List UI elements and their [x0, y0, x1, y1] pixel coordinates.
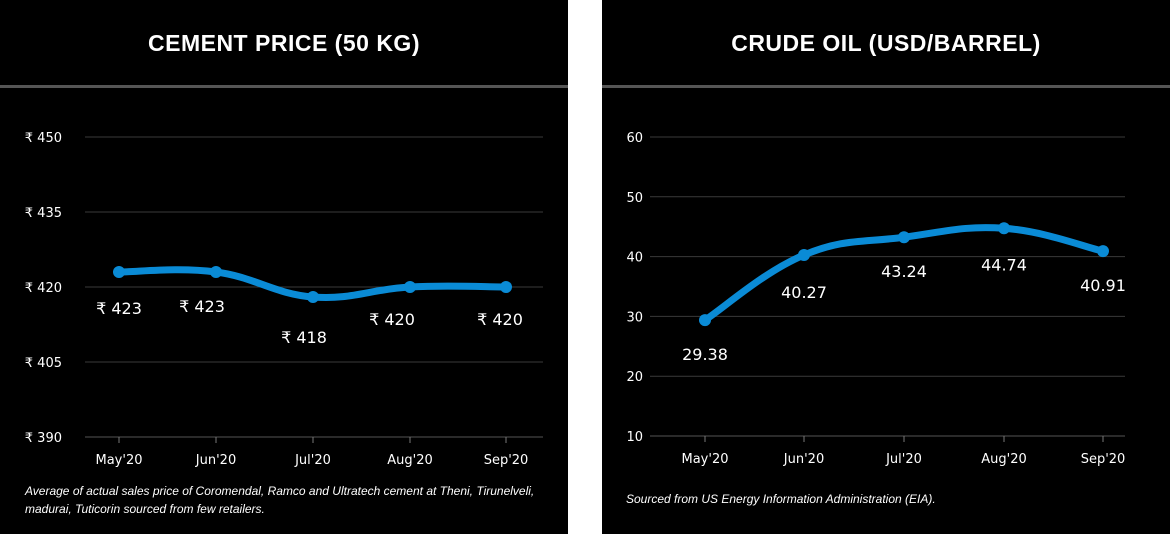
data-label: ₹ 418 — [281, 328, 327, 347]
cement-price-chart: ₹ 390 ₹ 405 ₹ 420 ₹ 435 ₹ 450 May'20 Jun'20 Jul… — [25, 131, 543, 468]
x-tick-label: May'20 — [682, 452, 729, 467]
title-divider — [602, 85, 1170, 88]
x-tick-label: Aug'20 — [387, 453, 433, 468]
data-point — [998, 222, 1010, 235]
y-tick-label: ₹ 450 — [25, 131, 62, 146]
data-label: 40.27 — [781, 283, 827, 302]
x-tick-label: May'20 — [96, 453, 143, 468]
data-label: 40.91 — [1080, 276, 1126, 295]
y-tick-label: ₹ 420 — [25, 281, 62, 296]
crude-oil-chart: 10 20 30 40 50 60 May'20 Jun'20 Jul'20 Aug'20 Sep'… — [626, 131, 1126, 467]
x-tick-label: Jul'20 — [885, 452, 922, 467]
data-label: ₹ 423 — [96, 299, 142, 318]
data-point — [404, 281, 416, 293]
data-label: ₹ 423 — [179, 297, 225, 316]
data-point — [500, 281, 512, 293]
data-point — [210, 266, 222, 278]
data-point — [898, 231, 910, 244]
y-tick-label: 30 — [626, 310, 643, 325]
data-point — [307, 291, 319, 303]
y-tick-label: 10 — [626, 430, 643, 445]
x-tick-label: Sep'20 — [1081, 452, 1126, 467]
data-label: 29.38 — [682, 345, 728, 364]
y-tick-label: 50 — [626, 191, 643, 206]
x-tick-label: Sep'20 — [484, 453, 529, 468]
cement-price-panel: CEMENT PRICE (50 KG) ₹ 390 ₹ 405 ₹ 420 ₹ 43… — [0, 0, 568, 534]
oil-chart-title: CRUDE OIL (USD/BARREL) — [731, 30, 1041, 56]
y-tick-label: ₹ 390 — [25, 431, 62, 446]
crude-oil-panel: CRUDE OIL (USD/BARREL) 10 20 30 40 50 60 May'2… — [602, 0, 1170, 534]
data-label: ₹ 420 — [477, 310, 523, 329]
y-tick-label: 60 — [626, 131, 643, 146]
x-tick-label: Jun'20 — [195, 453, 236, 468]
oil-source-note: Sourced from US Energy Information Admin… — [626, 492, 936, 506]
data-point — [699, 314, 711, 327]
x-tick-label: Jul'20 — [294, 453, 331, 468]
y-tick-label: 40 — [626, 251, 643, 266]
y-tick-label: ₹ 435 — [25, 206, 62, 221]
x-tick-label: Jun'20 — [783, 452, 824, 467]
x-tick-label: Aug'20 — [981, 452, 1027, 467]
title-divider — [0, 85, 568, 88]
data-point — [798, 248, 810, 261]
data-point — [1097, 245, 1109, 258]
data-label: 43.24 — [881, 262, 927, 281]
cement-chart-title: CEMENT PRICE (50 KG) — [148, 30, 420, 56]
cement-source-note: Average of actual sales price of Coromen… — [25, 484, 535, 516]
data-point — [113, 266, 125, 278]
data-label: ₹ 420 — [369, 310, 415, 329]
y-tick-label: 20 — [626, 370, 643, 385]
data-label: 44.74 — [981, 255, 1027, 274]
y-tick-label: ₹ 405 — [25, 356, 62, 371]
